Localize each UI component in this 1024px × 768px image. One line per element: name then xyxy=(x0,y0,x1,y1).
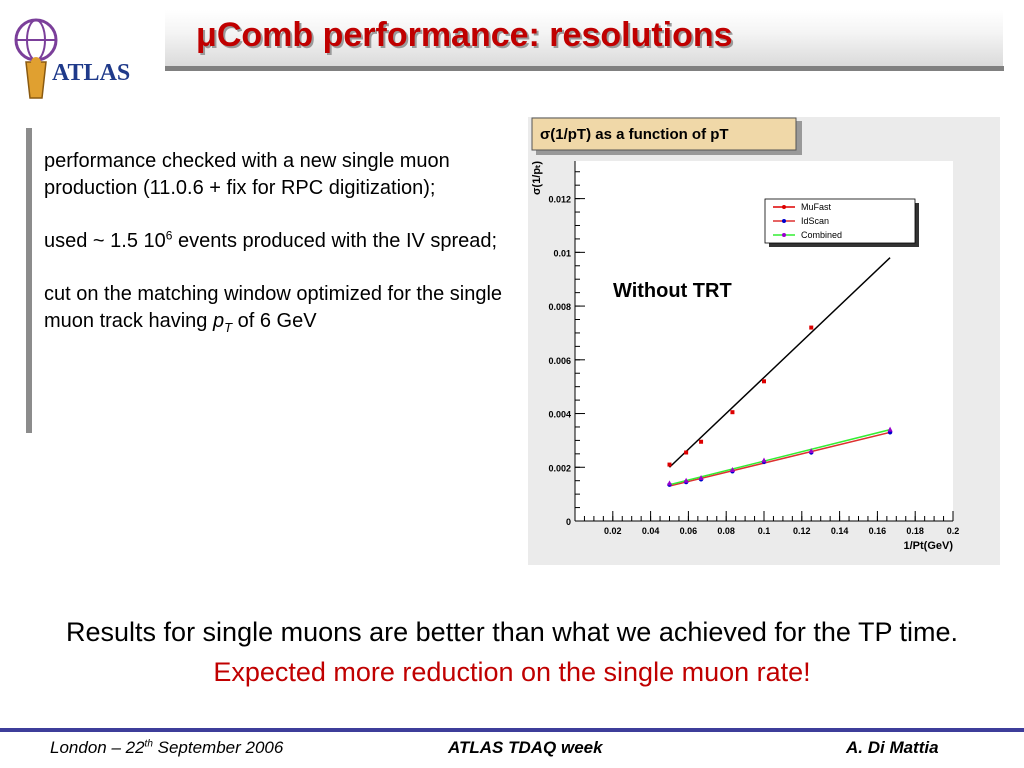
footer-location: London – 22 xyxy=(50,738,145,757)
resolution-chart: σ(1/pT) as a function of pT 0 0.002 0.004 0.… xyxy=(528,117,1000,565)
y-tick-label: 0.002 xyxy=(548,463,571,473)
legend-marker xyxy=(782,205,786,209)
logo-text: ATLAS xyxy=(52,60,130,86)
conclusion: Results for single muons are better than… xyxy=(0,612,1024,692)
conclusion-text: Results for single muons are better than… xyxy=(66,617,958,647)
y-tick-label: 0.008 xyxy=(548,302,571,312)
title-mu-symbol: μ xyxy=(196,16,217,54)
data-point-combined xyxy=(666,480,673,486)
data-point-mufast xyxy=(699,439,704,444)
x-tick-label: 0.2 xyxy=(947,526,960,536)
y-tick-label: 0.006 xyxy=(548,356,571,366)
data-point-combined xyxy=(698,475,704,481)
y-tick-label: 0.01 xyxy=(553,248,571,258)
legend-label: IdScan xyxy=(801,216,829,226)
title-text: Comb performance: resolutions xyxy=(216,16,733,54)
fit-line-mufast xyxy=(668,257,891,468)
footer-date-suffix: th xyxy=(144,738,153,750)
data-point-mufast xyxy=(762,379,766,384)
bullet-2-exponent: 6 xyxy=(165,228,173,243)
y-axis-label: σ(1/pₜ) xyxy=(531,161,543,195)
data-point-combined xyxy=(808,448,814,454)
x-tick-label: 0.04 xyxy=(642,526,660,536)
footer-date: September 2006 xyxy=(152,738,284,757)
data-point-combined xyxy=(683,477,689,483)
title-bar xyxy=(165,10,1003,68)
footer-author: A. Di Mattia xyxy=(846,738,939,757)
fit-line-idscan xyxy=(669,431,891,487)
chart-title-box xyxy=(531,117,797,151)
bullet-3: cut on the matching window optimized for… xyxy=(44,281,506,335)
footer-location-date: London – 22th September 2006 xyxy=(50,738,283,758)
bullet-list: performance checked with a new single mu… xyxy=(44,148,506,361)
left-accent-rule xyxy=(26,128,32,433)
bullet-3-text: cut on the matching window optimized for… xyxy=(44,283,503,332)
footer-event: ATLAS TDAQ week xyxy=(448,738,603,757)
bullet-3-symbol: p xyxy=(212,310,225,332)
chart-svg: σ(1/pT) as a function of pT 0 0.002 0.004 0.… xyxy=(531,117,960,552)
y-tick-label: 0 xyxy=(566,517,571,527)
x-tick-label: 0.06 xyxy=(680,526,698,536)
legend-label: MuFast xyxy=(801,202,832,212)
fit-line-combined xyxy=(669,428,891,486)
data-point-combined xyxy=(729,466,736,472)
bullet-2-text: used ~ 1.5 10 xyxy=(44,230,166,252)
y-tick-label: 0.004 xyxy=(548,410,571,420)
bullet-3-text-end: of 6 GeV xyxy=(232,310,317,332)
data-point-mufast xyxy=(667,462,672,467)
x-tick-label: 0.18 xyxy=(906,526,924,536)
atlas-figure-icon xyxy=(14,18,58,99)
legend-marker xyxy=(782,233,786,237)
legend-label: Combined xyxy=(801,230,842,240)
x-axis-label: 1/Pt(GeV) xyxy=(903,540,953,552)
x-tick-label: 0.1 xyxy=(758,526,771,536)
bullet-2-text-end: events produced with the IV spread; xyxy=(172,230,498,252)
bullet-2: used ~ 1.5 106 events produced with the … xyxy=(44,228,506,255)
x-tick-label: 0.02 xyxy=(604,526,622,536)
bullet-1: performance checked with a new single mu… xyxy=(44,150,450,199)
footer-rule xyxy=(0,728,1024,732)
slide-title: μComb performance: resolutions xyxy=(196,16,733,55)
x-tick-label: 0.16 xyxy=(869,526,887,536)
conclusion-emphasis: Expected more reduction on the single mu… xyxy=(213,657,811,687)
x-tick-label: 0.14 xyxy=(831,526,849,536)
bullet-3-subscript: T xyxy=(224,320,233,335)
chart-title: σ(1/pT) as a function of pT xyxy=(540,126,729,143)
data-point-mufast xyxy=(684,450,689,455)
data-point-mufast xyxy=(730,410,735,415)
x-tick-label: 0.08 xyxy=(717,526,735,536)
y-tick-label: 0.012 xyxy=(548,195,571,205)
without-trt-label: Without TRT xyxy=(613,280,732,302)
data-point-combined xyxy=(887,426,893,432)
x-tick-label: 0.12 xyxy=(793,526,811,536)
legend-marker xyxy=(782,219,786,223)
atlas-logo: ATLAS xyxy=(14,18,130,99)
data-point-mufast xyxy=(809,325,814,330)
title-divider xyxy=(165,66,1004,71)
data-point-combined xyxy=(761,457,767,463)
